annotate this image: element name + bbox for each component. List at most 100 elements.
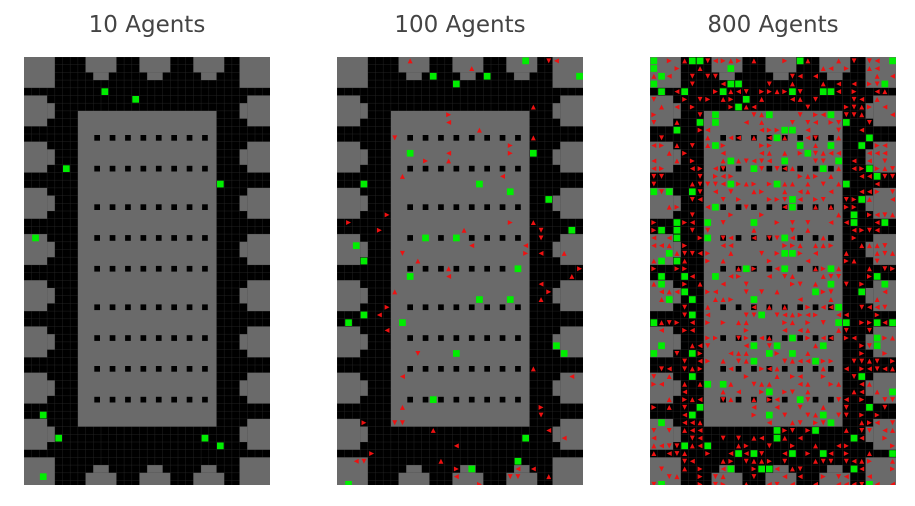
agent-parked [773, 434, 781, 442]
wall-bump [360, 426, 368, 442]
agent-moving [407, 58, 413, 64]
agent-moving [866, 320, 872, 326]
agent-moving [813, 250, 819, 256]
agent-moving [766, 181, 772, 187]
agent-moving [866, 243, 872, 249]
shelf [125, 204, 131, 210]
agent-moving [561, 435, 567, 441]
agent-moving [689, 320, 695, 326]
agent-moving [705, 127, 711, 133]
agent-moving [859, 389, 865, 395]
agent-moving [836, 397, 842, 403]
agent-moving [766, 143, 772, 149]
agent-moving [659, 327, 665, 333]
wall-bump [560, 141, 583, 173]
wall-bump [673, 380, 681, 396]
agent-parked [766, 111, 773, 119]
agent-moving [651, 374, 657, 380]
agent-moving [836, 135, 842, 141]
agent-moving [828, 289, 834, 295]
agent-moving [651, 451, 657, 457]
agent-moving [774, 166, 780, 172]
agent-moving [697, 427, 703, 433]
panel-100-agents: 100 Agents [337, 0, 583, 506]
agent-parked [55, 434, 62, 442]
agent-moving [805, 58, 811, 64]
shelf [735, 204, 742, 210]
agent-moving [674, 250, 680, 256]
agent-parked [560, 350, 568, 357]
agent-moving [651, 435, 657, 441]
agent-moving [828, 297, 834, 303]
wall-bump [560, 187, 583, 219]
agent-moving [659, 243, 665, 249]
agent-parked [873, 173, 881, 180]
agent-moving [751, 181, 757, 187]
agent-moving [384, 304, 390, 310]
agent-moving [874, 66, 880, 72]
agent-moving [851, 481, 857, 485]
agent-parked [665, 188, 673, 196]
shelf [125, 366, 131, 372]
wall-bump [24, 280, 48, 312]
agent-moving [523, 250, 529, 256]
agent-parked [32, 234, 39, 242]
agent-moving [476, 127, 482, 133]
agent-moving [423, 158, 429, 164]
agent-moving [859, 358, 865, 364]
wall-bump [360, 288, 368, 304]
agent-moving [813, 158, 819, 164]
agent-moving [813, 150, 819, 156]
agent-moving [743, 119, 749, 125]
wall-bump [865, 288, 874, 304]
agent-moving [751, 304, 757, 310]
agent-moving [882, 143, 888, 149]
agent-parked [352, 242, 360, 249]
agent-moving [874, 358, 880, 364]
shelf [407, 204, 413, 210]
agent-moving [874, 181, 880, 187]
agent-moving [813, 412, 819, 418]
agent-moving [851, 335, 857, 341]
agent-parked [650, 188, 658, 196]
agent-moving [828, 458, 834, 464]
agent-moving [743, 350, 749, 356]
agent-moving [890, 73, 896, 79]
agent-moving [546, 289, 552, 295]
agent-moving [682, 420, 688, 426]
agent-moving [697, 127, 703, 133]
shelf [171, 235, 177, 241]
shelf [125, 235, 131, 241]
agent-parked [132, 96, 139, 103]
shelf [202, 204, 208, 210]
wall-bump [873, 141, 896, 173]
agent-moving [882, 404, 888, 410]
agent-parked [881, 280, 889, 288]
agent-moving [689, 220, 695, 226]
agent-parked [689, 188, 696, 196]
agent-moving [759, 435, 765, 441]
agent-moving [743, 181, 749, 187]
agent-moving [890, 335, 896, 341]
agent-moving [789, 481, 795, 485]
agent-parked [453, 350, 460, 357]
agent-moving [843, 474, 849, 480]
agent-moving [882, 289, 888, 295]
shelf [499, 165, 506, 172]
shelf [797, 165, 803, 172]
agent-moving [659, 366, 665, 372]
agent-moving [836, 127, 842, 133]
agent-moving [805, 258, 811, 264]
agent-moving [720, 196, 726, 202]
agent-moving [851, 389, 857, 395]
shelf [797, 204, 803, 210]
agent-moving [836, 381, 842, 387]
agent-moving [743, 289, 749, 295]
agent-parked [568, 226, 576, 234]
agent-moving [859, 243, 865, 249]
wall-bump [711, 57, 743, 73]
shelf [499, 204, 506, 210]
shelf [468, 335, 475, 341]
agent-moving [766, 481, 772, 485]
agent-moving [651, 243, 657, 249]
